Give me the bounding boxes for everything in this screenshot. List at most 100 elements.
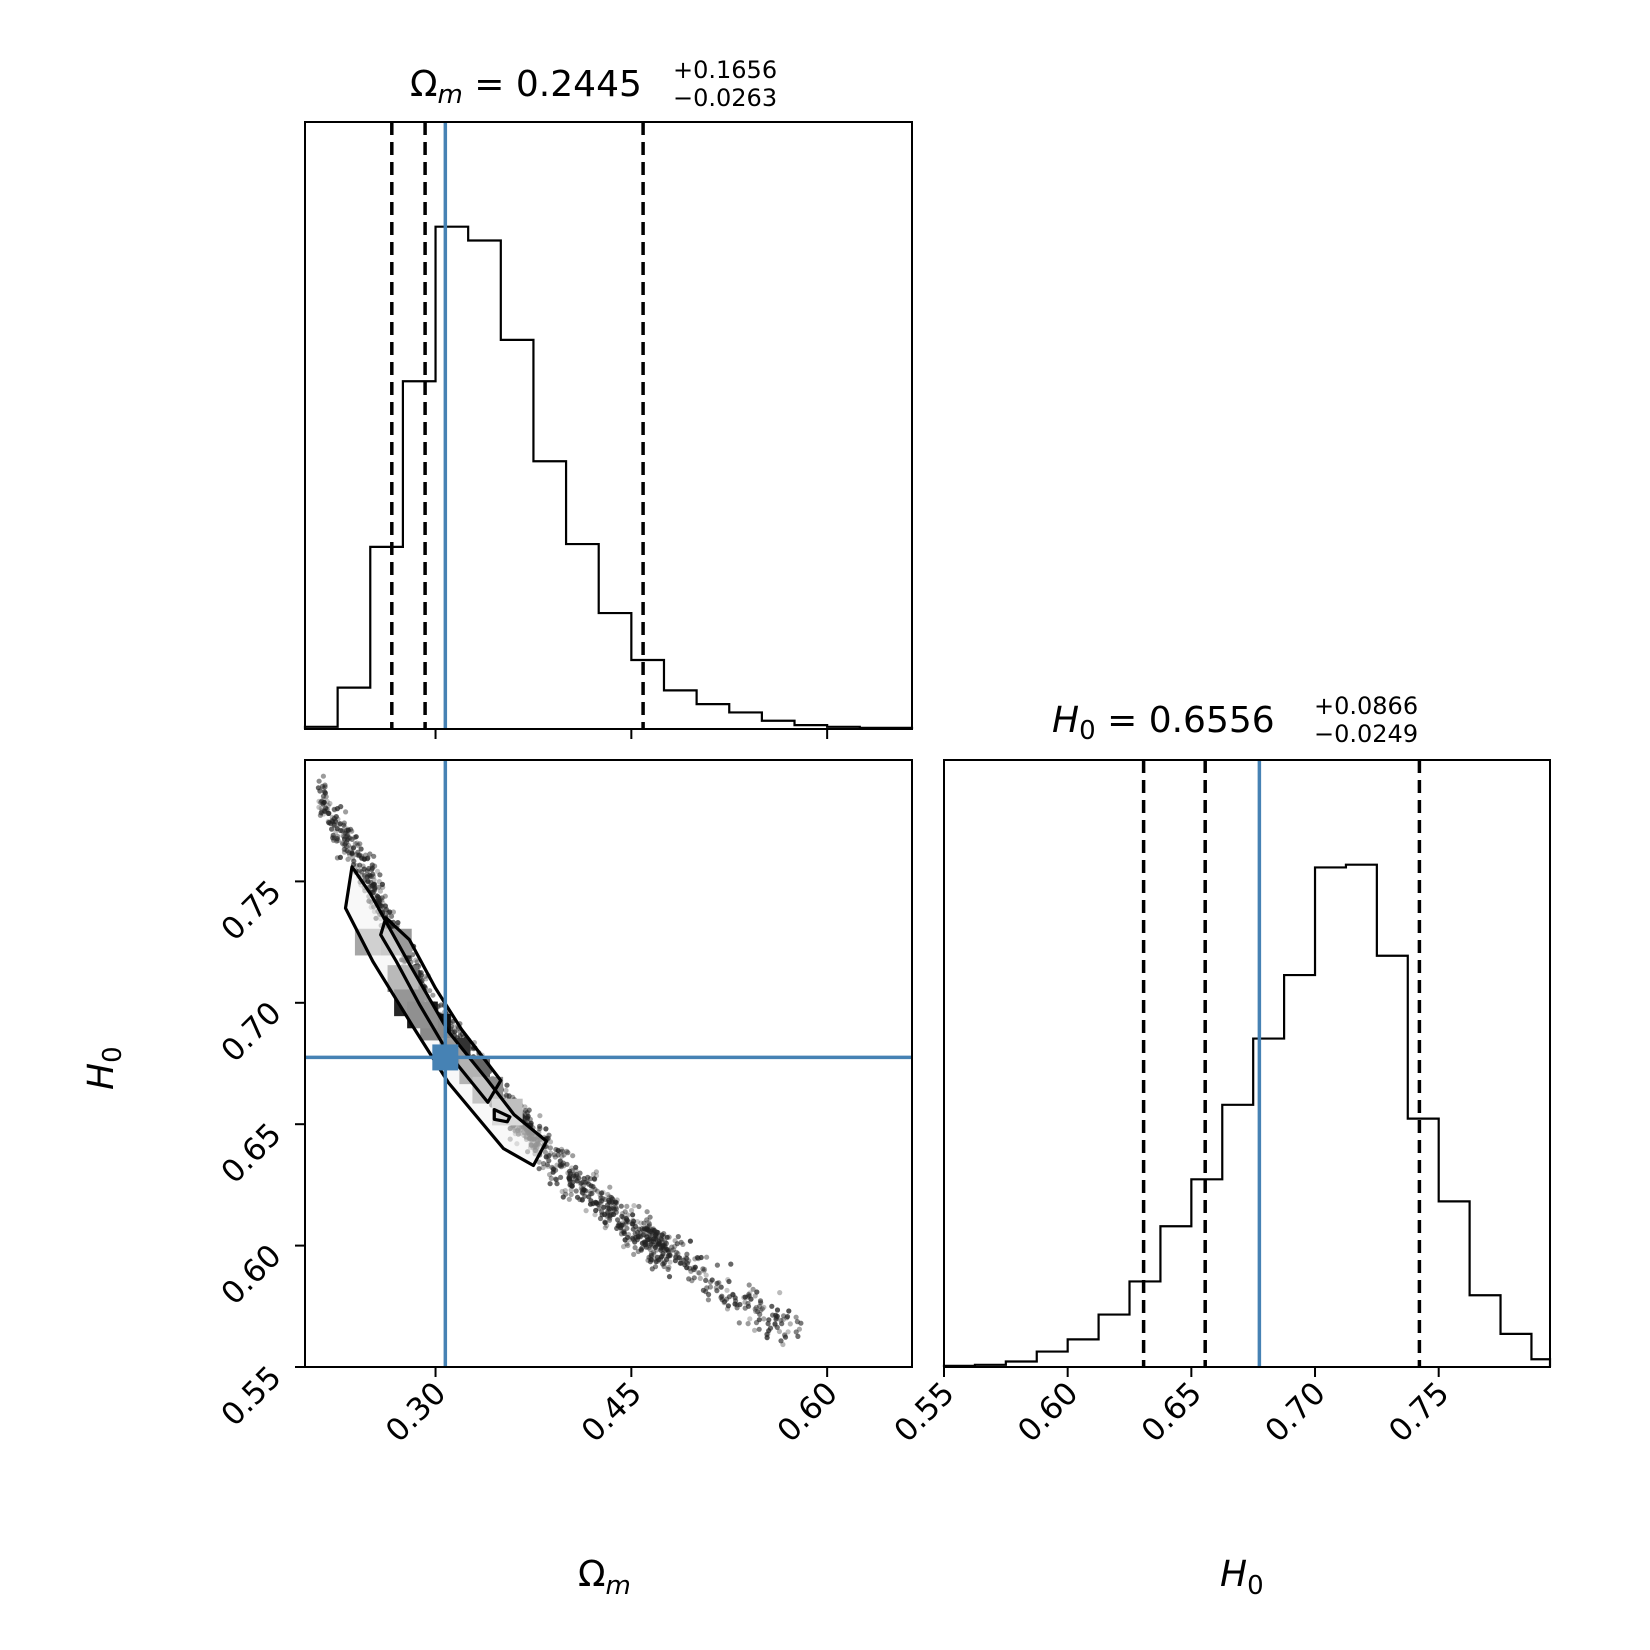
joint-sample-point (706, 1291, 712, 1298)
h0-histogram-frame (943, 759, 1551, 1368)
joint-sample-point (320, 793, 327, 799)
joint-sample-point (318, 805, 324, 811)
joint-sample-point (348, 826, 354, 832)
joint-sample-point (618, 1203, 624, 1209)
joint-sample-point (752, 1306, 758, 1312)
joint-sample-point (619, 1222, 625, 1228)
joint-contours (343, 865, 549, 1168)
joint-sample-point (553, 1176, 559, 1182)
joint-sample-point (547, 1181, 553, 1187)
joint-sample-point (357, 841, 363, 847)
joint-sample-point (644, 1209, 650, 1215)
joint-sample-point (776, 1328, 783, 1335)
joint-sample-point (784, 1314, 791, 1320)
omega-m-quantile-lines (390, 122, 645, 729)
joint-sample-point (714, 1280, 721, 1286)
joint-sample-point (578, 1180, 585, 1186)
joint-sample-point (718, 1284, 724, 1290)
joint-sample-point (638, 1220, 644, 1226)
joint-sample-point (558, 1164, 564, 1170)
joint-sample-point (504, 1092, 510, 1099)
omega-m-title-upper: +0.1656 (673, 56, 777, 84)
joint-sample-point (622, 1209, 628, 1215)
joint-sample-point (614, 1200, 620, 1206)
joint-sample-point (780, 1317, 786, 1323)
joint-sample-point (680, 1241, 686, 1247)
joint-sample-point (782, 1334, 789, 1340)
joint-sample-point (651, 1249, 657, 1255)
joint-truth-lines (305, 760, 912, 1367)
joint-sample-point (524, 1116, 531, 1122)
joint-sample-point (774, 1307, 781, 1313)
h0-title: H0 = 0.6556 (1052, 700, 1275, 746)
joint-sample-point (660, 1250, 666, 1257)
joint-sample-point (782, 1332, 788, 1338)
joint-sample-point (684, 1260, 691, 1266)
joint-sample-point (364, 856, 371, 862)
omega-m-histogram (303, 225, 914, 729)
joint-sample-point (592, 1176, 598, 1182)
joint-sample-point (756, 1326, 762, 1332)
h0-axis-ticks: 0.55 0.60 0.65 0.70 0.75 (887, 1367, 1456, 1449)
joint-sample-point (600, 1195, 606, 1202)
joint-sample-point (548, 1175, 554, 1181)
joint-sample-point (724, 1287, 730, 1293)
joint-sample-point (770, 1312, 776, 1318)
joint-sample-point (554, 1181, 560, 1187)
joint-sample-point (750, 1286, 756, 1292)
joint-sample-point (607, 1184, 613, 1190)
joint-sample-point (690, 1265, 697, 1271)
joint-sample-point (656, 1239, 662, 1245)
joint-sample-point (701, 1268, 707, 1274)
joint-sample-point (582, 1193, 588, 1199)
joint-contour-inner (379, 916, 503, 1104)
joint-sample-point (563, 1191, 569, 1197)
joint-sample-point (652, 1244, 658, 1250)
joint-sample-point (506, 1093, 512, 1099)
joint-sample-point (669, 1244, 675, 1250)
joint-sample-point (695, 1255, 701, 1261)
joint-sample-point (346, 852, 353, 858)
joint-sample-point (551, 1152, 557, 1158)
joint-sample-point (358, 846, 364, 852)
joint-sample-point (316, 804, 322, 810)
joint-sample-point (793, 1314, 799, 1320)
joint-sample-point (736, 1320, 742, 1326)
joint-sample-points (315, 773, 804, 1348)
joint-y-tick-label-1: 0.55 (214, 1359, 288, 1433)
joint-sample-point (636, 1203, 642, 1210)
joint-sample-point (707, 1284, 714, 1290)
joint-sample-point (786, 1308, 792, 1314)
joint-sample-point (536, 1126, 542, 1132)
joint-sample-point (395, 920, 401, 926)
joint-sample-point (555, 1148, 561, 1154)
joint-sample-point (341, 836, 348, 842)
joint-sample-point (650, 1226, 656, 1232)
joint-sample-point (543, 1126, 549, 1132)
joint-sample-point (714, 1280, 720, 1286)
joint-sample-point (651, 1236, 657, 1242)
joint-sample-point (577, 1196, 583, 1203)
joint-sample-point (503, 1092, 509, 1098)
h0-title-median: 0.6556 (1149, 700, 1275, 741)
joint-sample-point (590, 1171, 597, 1177)
joint-sample-point (599, 1190, 605, 1196)
joint-sample-point (615, 1217, 621, 1223)
joint-sample-point (540, 1164, 546, 1171)
joint-sample-point (605, 1191, 611, 1198)
joint-sample-point (629, 1207, 635, 1214)
joint-sample-point (752, 1293, 758, 1299)
joint-sample-point (331, 837, 337, 843)
joint-sample-point (346, 850, 352, 856)
joint-sample-point (647, 1259, 654, 1265)
joint-y-tick-label-4: 0.70 (214, 995, 288, 1069)
joint-sample-point (654, 1254, 661, 1260)
joint-sample-point (338, 827, 344, 834)
joint-sample-point (546, 1158, 552, 1164)
joint-sample-point (591, 1176, 598, 1182)
joint-sample-point (319, 783, 326, 790)
joint-sample-point (361, 866, 367, 872)
joint-sample-point (568, 1187, 574, 1193)
joint-sample-point (555, 1152, 561, 1158)
joint-sample-point (325, 818, 331, 825)
